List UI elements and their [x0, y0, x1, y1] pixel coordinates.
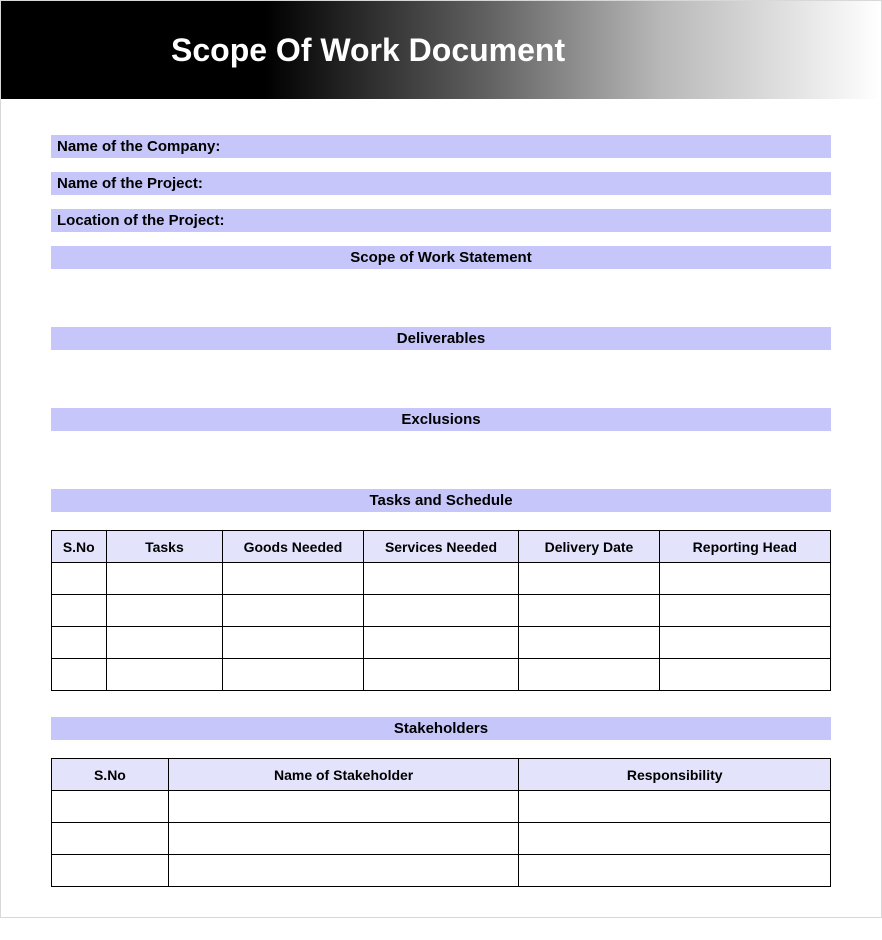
- stakeholders-table: S.No Name of Stakeholder Responsibility: [51, 758, 831, 887]
- cell: [363, 627, 519, 659]
- cell: [519, 595, 659, 627]
- cell: [52, 855, 169, 887]
- cell: [519, 659, 659, 691]
- deliverables-heading: Deliverables: [51, 327, 831, 350]
- table-row: [52, 627, 831, 659]
- tasks-col-tasks: Tasks: [106, 531, 223, 563]
- exclusions-area: [51, 431, 831, 479]
- stake-col-responsibility: Responsibility: [519, 759, 831, 791]
- tasks-col-delivery: Delivery Date: [519, 531, 659, 563]
- stake-col-sno: S.No: [52, 759, 169, 791]
- cell: [52, 627, 107, 659]
- stake-col-name: Name of Stakeholder: [168, 759, 519, 791]
- table-row: [52, 855, 831, 887]
- cell: [519, 855, 831, 887]
- cell: [168, 855, 519, 887]
- cell: [519, 563, 659, 595]
- cell: [659, 659, 830, 691]
- cell: [168, 823, 519, 855]
- cell: [223, 627, 363, 659]
- document-page: Scope Of Work Document Name of the Compa…: [0, 0, 882, 918]
- document-content: Name of the Company: Name of the Project…: [1, 99, 881, 917]
- cell: [168, 791, 519, 823]
- scope-statement-area: [51, 269, 831, 317]
- tasks-table-header-row: S.No Tasks Goods Needed Services Needed …: [52, 531, 831, 563]
- cell: [106, 627, 223, 659]
- cell: [519, 823, 831, 855]
- exclusions-heading: Exclusions: [51, 408, 831, 431]
- cell: [106, 595, 223, 627]
- cell: [52, 595, 107, 627]
- cell: [223, 659, 363, 691]
- tasks-col-reporting: Reporting Head: [659, 531, 830, 563]
- cell: [106, 659, 223, 691]
- cell: [52, 563, 107, 595]
- cell: [363, 595, 519, 627]
- project-name-field: Name of the Project:: [51, 172, 831, 195]
- table-row: [52, 595, 831, 627]
- scope-statement-heading: Scope of Work Statement: [51, 246, 831, 269]
- cell: [519, 627, 659, 659]
- tasks-col-goods: Goods Needed: [223, 531, 363, 563]
- cell: [363, 563, 519, 595]
- cell: [659, 627, 830, 659]
- project-location-field: Location of the Project:: [51, 209, 831, 232]
- deliverables-area: [51, 350, 831, 398]
- tasks-col-sno: S.No: [52, 531, 107, 563]
- cell: [223, 563, 363, 595]
- stakeholders-table-header-row: S.No Name of Stakeholder Responsibility: [52, 759, 831, 791]
- tasks-col-services: Services Needed: [363, 531, 519, 563]
- cell: [363, 659, 519, 691]
- cell: [223, 595, 363, 627]
- cell: [519, 791, 831, 823]
- cell: [659, 595, 830, 627]
- cell: [52, 659, 107, 691]
- cell: [52, 791, 169, 823]
- cell: [52, 823, 169, 855]
- table-row: [52, 563, 831, 595]
- table-row: [52, 791, 831, 823]
- table-row: [52, 659, 831, 691]
- tasks-table: S.No Tasks Goods Needed Services Needed …: [51, 530, 831, 691]
- stakeholders-heading: Stakeholders: [51, 717, 831, 740]
- cell: [106, 563, 223, 595]
- company-name-field: Name of the Company:: [51, 135, 831, 158]
- header-banner: Scope Of Work Document: [1, 1, 881, 99]
- tasks-schedule-heading: Tasks and Schedule: [51, 489, 831, 512]
- table-row: [52, 823, 831, 855]
- cell: [659, 563, 830, 595]
- document-title: Scope Of Work Document: [171, 32, 565, 69]
